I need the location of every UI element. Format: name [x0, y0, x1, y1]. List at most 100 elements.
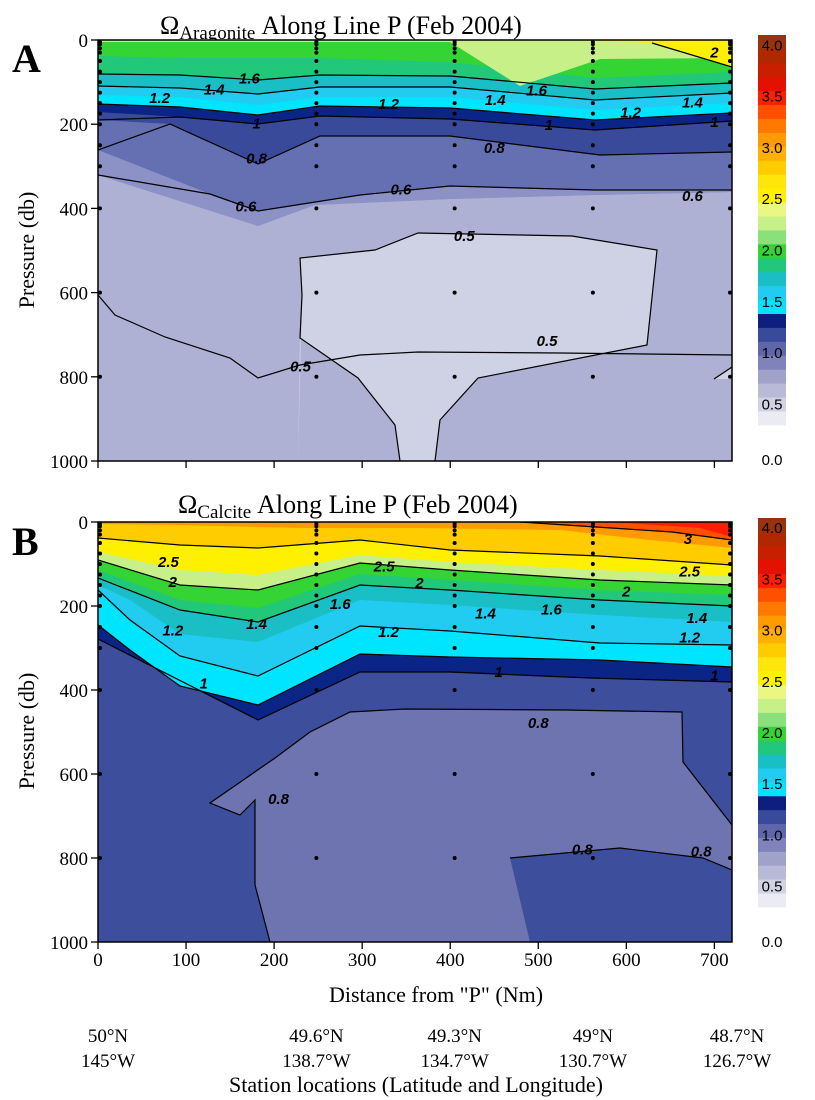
sample-point: [314, 646, 319, 650]
colorbar-swatch: [758, 601, 786, 616]
colorbar-swatch: [758, 355, 786, 370]
colorbar-swatch: [758, 202, 786, 217]
colorbar-tick-label: 1.0: [762, 827, 783, 844]
sample-point: [314, 206, 319, 211]
sample-point: [590, 532, 595, 537]
sample-point: [728, 688, 732, 692]
panel-a-contour-labels: 0.5 0.5 0.5 0.6 0.6 0.6 0.8 0.8 1 1 1 1.2 1.2 1.2 1.4 1…: [149, 45, 719, 376]
colorbar-tick-label: 0.5: [762, 396, 783, 413]
sample-point: [452, 688, 457, 692]
contour-label: 0.5: [290, 358, 312, 375]
panel-a-title: ΩAragonite Along Line P (Feb 2004): [160, 11, 522, 44]
contour-label: 1: [710, 114, 718, 131]
sample-point: [728, 772, 732, 776]
sample-point: [728, 50, 732, 55]
sample-point: [728, 206, 732, 211]
sample-point: [452, 528, 457, 533]
colorbar-swatch: [758, 216, 786, 231]
sample-point: [728, 69, 732, 74]
y-tick-label: 1000: [50, 452, 88, 473]
colorbar-swatch: [758, 118, 786, 133]
x-tick-label: 100: [172, 950, 201, 971]
colorbar-tick-label: 3.0: [762, 140, 783, 157]
sample-point: [98, 164, 102, 169]
colorbar-swatch: [758, 285, 786, 301]
colorbar-swatch: [758, 132, 786, 147]
contour-label: 1.4: [204, 82, 226, 99]
panel-b-title: ΩCalcite Along Line P (Feb 2004): [178, 490, 518, 523]
sample-point: [452, 572, 457, 577]
fill-b-l11: [98, 522, 732, 565]
colorbar-tick-label: 0.0: [762, 452, 783, 469]
contour-line-b: [208, 708, 732, 942]
sample-point: [98, 604, 102, 608]
sample-point: [590, 551, 595, 556]
sample-point: [728, 101, 732, 106]
colorbar-swatch: [758, 837, 786, 852]
sample-point: [314, 593, 319, 598]
contour-label: 1: [252, 115, 260, 132]
sample-point: [728, 562, 732, 566]
sample-point: [98, 772, 102, 776]
contour-label: 1.6: [526, 83, 548, 100]
sample-point: [98, 290, 102, 295]
colorbar-swatch: [758, 615, 786, 630]
sample-point: [98, 90, 102, 95]
panel-a-axes: 0 200 400 600 800 1000: [50, 31, 716, 473]
y-tick-label: 200: [60, 115, 89, 136]
sample-point: [590, 524, 595, 529]
contour-label: 1.2: [620, 104, 642, 121]
sample-point: [590, 122, 595, 127]
sample-point: [590, 46, 595, 51]
sample-point: [452, 69, 457, 74]
contour-line-a: [98, 73, 732, 90]
contour-label: 0.8: [691, 844, 713, 861]
sample-point: [452, 772, 457, 776]
sample-point: [98, 625, 102, 629]
colorbar-swatch: [758, 879, 786, 894]
sample-point: [728, 532, 732, 537]
panel-b-colorbar: 0.0 0.5 1.0 1.5 2.0 2.5 3.0 3.5 4.0: [758, 518, 786, 951]
sample-point: [314, 59, 319, 64]
colorbar-swatch: [758, 559, 786, 574]
panel-a-frame: [97, 39, 733, 462]
sample-point: [728, 583, 732, 587]
sample-point: [314, 290, 319, 295]
colorbar-swatch: [758, 768, 786, 783]
sample-point: [452, 164, 457, 169]
colorbar-swatch: [758, 726, 786, 741]
sample-point: [98, 551, 102, 556]
contour-label: 2: [709, 45, 719, 62]
x-tick-label: 600: [612, 950, 641, 971]
sample-point: [452, 206, 457, 211]
sample-point: [452, 625, 457, 629]
sample-point: [590, 646, 595, 650]
colorbar-swatch: [758, 411, 786, 426]
colorbar-swatch: [758, 656, 786, 672]
contour-line-a: [651, 42, 732, 68]
sample-point: [98, 856, 102, 860]
panel-b: B ΩCalcite Along Line P (Feb 2004): [12, 490, 786, 1007]
sample-point: [314, 551, 319, 556]
contour-label: 1.2: [162, 622, 184, 639]
contour-label: 1.4: [246, 616, 268, 633]
sample-point: [314, 572, 319, 577]
sample-point: [314, 532, 319, 537]
sample-point: [590, 374, 595, 379]
contour-label: 1: [545, 117, 553, 134]
sample-point: [728, 143, 732, 148]
panel-b-frame: [97, 521, 733, 943]
panel-letter-a: A: [12, 36, 41, 81]
sample-point: [590, 625, 595, 629]
sample-point: [452, 532, 457, 537]
colorbar-swatch: [758, 573, 786, 588]
sample-point: [590, 69, 595, 74]
colorbar-tick-label: 2.0: [762, 725, 783, 742]
colorbar-tick-label: 3.5: [762, 571, 783, 588]
sample-point: [452, 541, 457, 545]
colorbar-swatch: [758, 781, 786, 797]
sample-point: [314, 772, 319, 776]
colorbar-swatch: [758, 587, 786, 602]
contour-line-a: [98, 123, 732, 165]
colorbar-swatch: [758, 698, 786, 713]
